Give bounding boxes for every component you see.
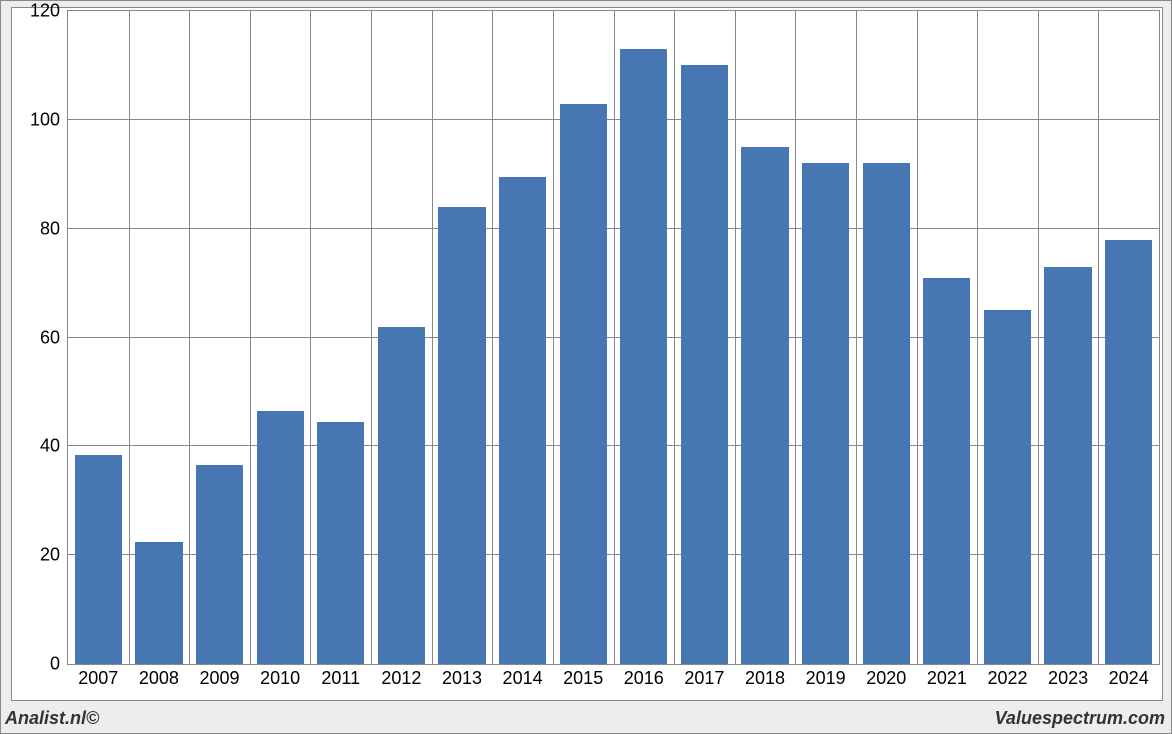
x-axis-label: 2021 <box>927 668 967 689</box>
x-axis-label: 2011 <box>321 668 360 689</box>
footer-right-text: Valuespectrum.com <box>995 708 1165 729</box>
gridline-v <box>553 11 554 664</box>
bar <box>802 163 849 664</box>
gridline-v <box>492 11 493 664</box>
x-axis-label: 2019 <box>806 668 846 689</box>
x-axis-label: 2008 <box>139 668 179 689</box>
gridline-v <box>432 11 433 664</box>
y-axis-label: 120 <box>20 1 60 22</box>
bar <box>1044 267 1091 664</box>
gridline-v <box>735 11 736 664</box>
bar <box>317 422 364 664</box>
x-axis-label: 2013 <box>442 668 482 689</box>
bar <box>863 163 910 664</box>
bar <box>257 411 304 664</box>
y-axis-label: 60 <box>20 327 60 348</box>
bar <box>499 177 546 664</box>
x-axis-label: 2007 <box>78 668 118 689</box>
y-axis-label: 20 <box>20 545 60 566</box>
x-axis-label: 2010 <box>260 668 300 689</box>
bar <box>196 465 243 664</box>
gridline-v <box>795 11 796 664</box>
bar <box>923 278 970 664</box>
bar <box>1105 240 1152 664</box>
bar <box>620 49 667 664</box>
bar <box>984 310 1031 664</box>
gridline-v <box>129 11 130 664</box>
gridline-v <box>310 11 311 664</box>
gridline-v <box>674 11 675 664</box>
plot-area: 0204060801001202007200820092010201120122… <box>11 7 1163 701</box>
x-axis-label: 2012 <box>381 668 421 689</box>
bar <box>560 104 607 664</box>
x-axis-label: 2024 <box>1109 668 1149 689</box>
gridline-v <box>250 11 251 664</box>
x-axis-label: 2015 <box>563 668 603 689</box>
x-axis-label: 2014 <box>503 668 543 689</box>
plot-inner <box>67 10 1160 665</box>
x-axis-label: 2009 <box>199 668 239 689</box>
gridline-v <box>614 11 615 664</box>
footer-left-text: Analist.nl© <box>5 708 99 729</box>
x-axis-label: 2022 <box>987 668 1027 689</box>
gridline-v <box>371 11 372 664</box>
gridline-v <box>917 11 918 664</box>
x-axis-label: 2023 <box>1048 668 1088 689</box>
gridline-v <box>1038 11 1039 664</box>
chart-frame: 0 20 40 60 80 100 120 2007 2008 2009 2010 2011 2012 2… <box>0 0 1172 734</box>
x-axis-label: 2017 <box>684 668 724 689</box>
gridline-v <box>1098 11 1099 664</box>
gridline-v <box>977 11 978 664</box>
x-axis-label: 2018 <box>745 668 785 689</box>
y-axis-label: 80 <box>20 218 60 239</box>
y-axis-label: 40 <box>20 436 60 457</box>
bar <box>741 147 788 664</box>
bar <box>438 207 485 664</box>
bar <box>378 327 425 664</box>
y-axis-label: 100 <box>20 109 60 130</box>
gridline-v <box>856 11 857 664</box>
x-axis-label: 2020 <box>866 668 906 689</box>
x-axis-label: 2016 <box>624 668 664 689</box>
bar <box>681 65 728 664</box>
gridline-v <box>189 11 190 664</box>
y-axis-label: 0 <box>20 654 60 675</box>
bar <box>135 542 182 664</box>
bar <box>75 455 122 665</box>
